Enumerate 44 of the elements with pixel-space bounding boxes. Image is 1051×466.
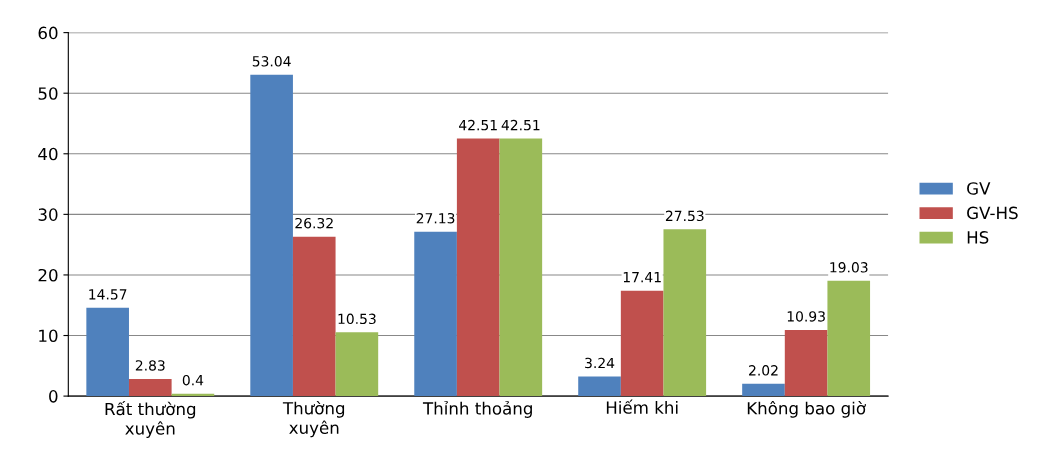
x-tick-label: Không bao giờ [747,400,866,418]
data-label: 42.51 [501,119,540,131]
data-label: 10.53 [338,313,376,325]
bar [456,138,500,397]
bar [335,332,379,397]
data-label: 14.57 [89,289,127,300]
legend-label: GV-HS [967,206,1018,220]
data-label: 17.41 [623,272,661,283]
bar [620,290,664,397]
y-tick-label: 40 [38,147,58,161]
bar [663,229,707,397]
y-tick-label: 60 [38,26,58,40]
data-label: 42.51 [459,119,497,131]
bar [86,307,129,397]
bar [742,383,785,397]
bar [250,74,293,397]
y-tick-label: 0 [49,390,58,403]
data-label: 0.4 [182,374,204,386]
bar [827,280,871,397]
y-tick-label: 20 [38,268,58,282]
y-tick-label: 30 [38,208,58,221]
data-label: 2.02 [749,365,778,376]
data-label: 3.24 [585,357,615,369]
bar [578,376,621,397]
y-tick-label: 10 [39,329,58,343]
data-label: 27.53 [665,210,704,222]
bar [414,231,457,397]
data-label: 27.13 [416,212,455,224]
bar [784,329,828,397]
x-tick-label: Hiếm khi [606,399,678,414]
data-label: 2.83 [135,360,165,371]
x-tick-label: Thường xuyên [282,400,345,438]
data-label: 19.03 [830,262,868,273]
y-tick-label: 50 [38,87,58,100]
data-label: 53.04 [252,56,291,67]
legend-label: HS [967,231,989,244]
data-label: 10.93 [787,311,825,322]
bar [128,378,172,397]
data-label: 26.32 [295,217,333,229]
x-tick-label: Rất thường xuyên [105,400,196,438]
bar [292,236,336,397]
legend-label: GV [967,182,991,195]
x-tick-label: Thỉnh thoảng [422,400,532,418]
bar [499,138,543,397]
